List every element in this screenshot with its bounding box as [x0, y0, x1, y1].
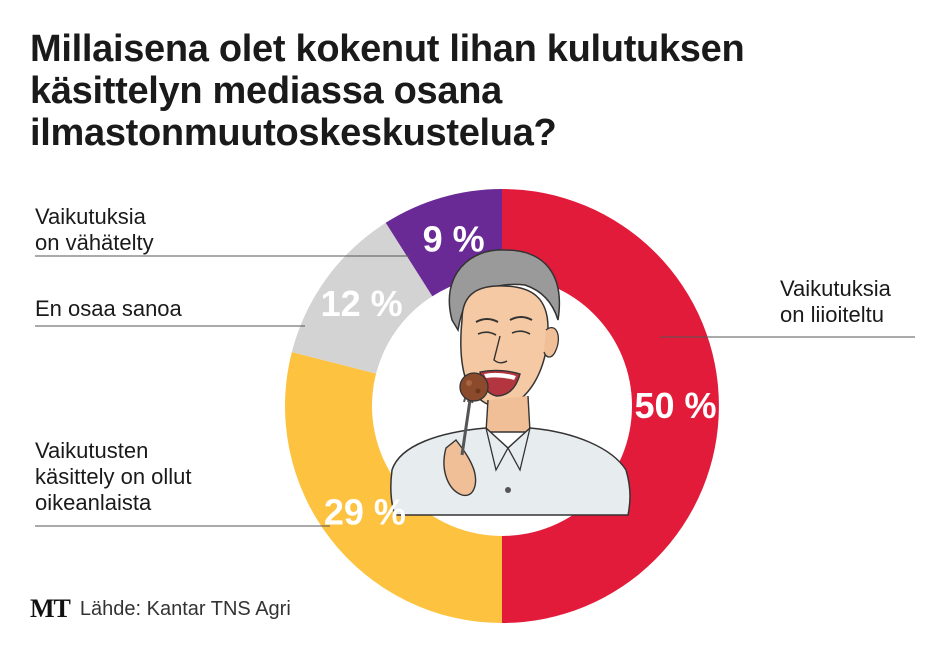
slice-liioiteltu	[502, 189, 719, 623]
label-en-osaa-sanoa: En osaa sanoa	[35, 296, 182, 321]
value-label-en-osaa-sanoa: 12 %	[321, 283, 403, 324]
slice-value-labels: 50 % 29 % 12 % 9 %	[321, 218, 717, 532]
value-label-vahatelty: 9 %	[423, 218, 485, 259]
mt-logo: MT	[30, 594, 71, 623]
slice-en-osaa-sanoa	[291, 222, 433, 374]
person-eating-meatball-illustration	[390, 249, 631, 516]
value-label-oikeanlaista: 29 %	[324, 491, 406, 532]
source-text: Lähde: Kantar TNS Agri	[79, 597, 291, 620]
title-line-1: Millaisena olet kokenut lihan kulutuksen	[30, 28, 745, 70]
title-line-3: ilmastonmuutoskeskustelua?	[30, 112, 557, 154]
value-label-liioiteltu: 50 %	[634, 385, 716, 426]
label-liioiteltu: Vaikutuksia on liioiteltu	[780, 276, 891, 327]
chart-title: Millaisena olet kokenut lihan kulutuksen…	[30, 28, 910, 154]
leader-lines	[35, 255, 915, 527]
footer: MT Lähde: Kantar TNS Agri	[30, 594, 291, 624]
label-vahatelty: Vaikutuksia on vähätelty	[35, 204, 154, 255]
label-oikeanlaista: Vaikutusten käsittely on ollut oikeanlai…	[35, 438, 192, 515]
title-line-2: käsittelyn mediassa osana	[30, 70, 502, 112]
